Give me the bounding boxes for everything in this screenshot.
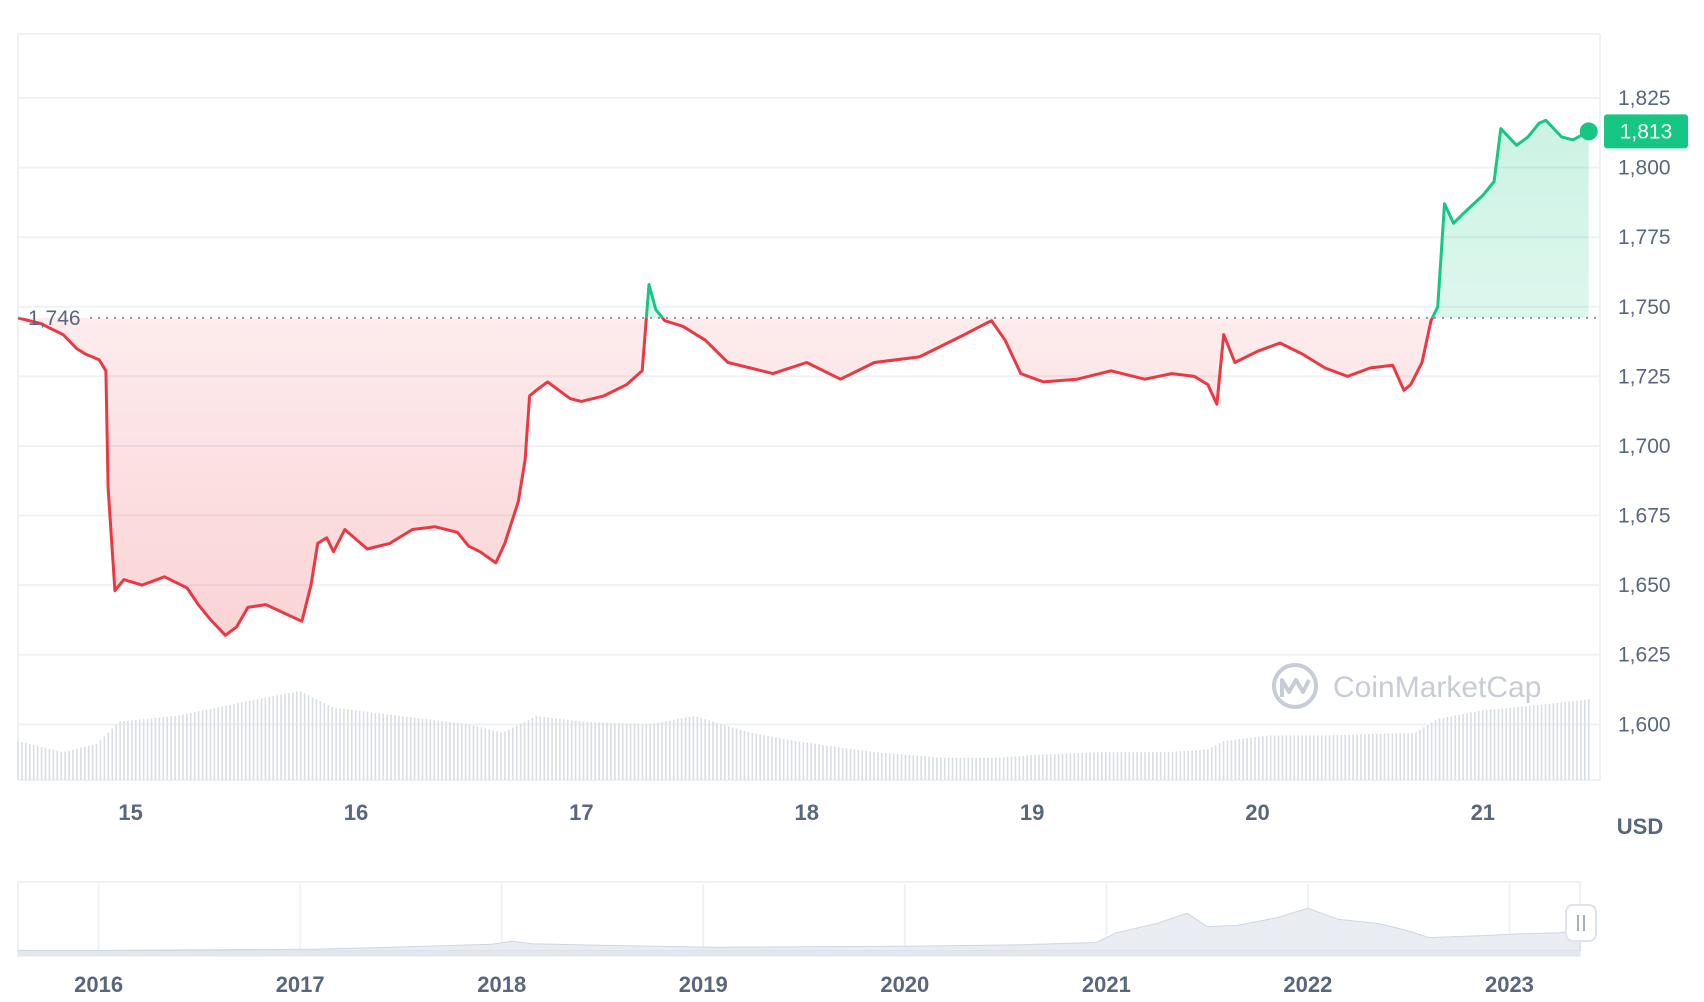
x-tick-label: 18 (795, 800, 819, 825)
y-tick-label: 1,700 (1618, 435, 1671, 458)
y-tick-label: 1,775 (1618, 226, 1671, 249)
y-tick-label: 1,800 (1618, 157, 1671, 180)
last-price-marker (1579, 122, 1598, 141)
y-tick-label: 1,650 (1618, 574, 1671, 597)
x-tick-label: 17 (569, 800, 593, 825)
navigator-year-label: 2023 (1485, 972, 1534, 997)
x-axis-ticks: 15 16 17 18 19 20 21 (118, 800, 1495, 825)
navigator-baseline (18, 951, 1580, 956)
last-price-label: 1,813 (1620, 120, 1673, 143)
navigator-year-label: 2021 (1082, 972, 1131, 997)
currency-unit-label: USD (1617, 814, 1663, 839)
open-price-label: 1,746 (28, 307, 81, 330)
y-tick-label: 1,600 (1618, 713, 1671, 736)
x-tick-label: 19 (1020, 800, 1044, 825)
y-tick-label: 1,675 (1618, 505, 1671, 528)
range-navigator[interactable]: 2016 2017 2018 2019 2020 2021 2022 2023 (17, 881, 1597, 997)
last-price-badge (1604, 114, 1688, 149)
x-tick-label: 20 (1245, 800, 1269, 825)
navigator-year-label: 2022 (1283, 972, 1332, 997)
y-tick-label: 1,750 (1618, 296, 1671, 319)
watermark-text: CoinMarketCap (1333, 671, 1541, 704)
below-open-area (18, 317, 1433, 636)
x-tick-label: 15 (118, 800, 142, 825)
navigator-year-label: 2018 (477, 972, 526, 997)
navigator-year-label: 2017 (276, 972, 325, 997)
volume-bars (17, 691, 1590, 780)
price-area-fills (18, 120, 1589, 636)
y-tick-label: 1,625 (1618, 644, 1671, 667)
navigator-year-label: 2016 (74, 972, 123, 997)
navigator-handle[interactable] (1565, 904, 1597, 942)
navigator-year-ticks: 2016 2017 2018 2019 2020 2021 2022 2023 (74, 972, 1534, 997)
x-tick-label: 21 (1471, 800, 1495, 825)
y-tick-label: 1,825 (1618, 87, 1671, 110)
navigator-year-label: 2019 (679, 972, 728, 997)
price-line-down[interactable] (17, 120, 1589, 637)
x-tick-label: 16 (344, 800, 368, 825)
navigator-year-label: 2020 (880, 972, 929, 997)
y-axis-ticks: 1,600 1,625 1,650 1,675 1,700 1,725 1,750 1,775… (1618, 87, 1671, 736)
price-lines (17, 118, 1590, 637)
coinmarketcap-logo-icon (1272, 663, 1318, 709)
y-tick-label: 1,725 (1618, 365, 1671, 388)
y-gridlines (18, 97, 1600, 726)
navigator-history-area (17, 907, 1581, 952)
